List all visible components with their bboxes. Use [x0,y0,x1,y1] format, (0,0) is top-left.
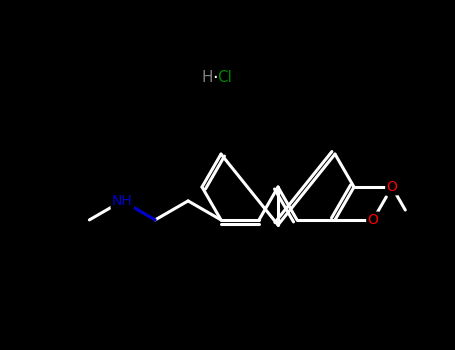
Text: ·: · [212,69,218,87]
Text: H: H [201,70,213,85]
Text: Cl: Cl [217,70,233,85]
Text: O: O [387,180,397,194]
Text: O: O [368,213,379,227]
Text: NH: NH [112,194,133,208]
